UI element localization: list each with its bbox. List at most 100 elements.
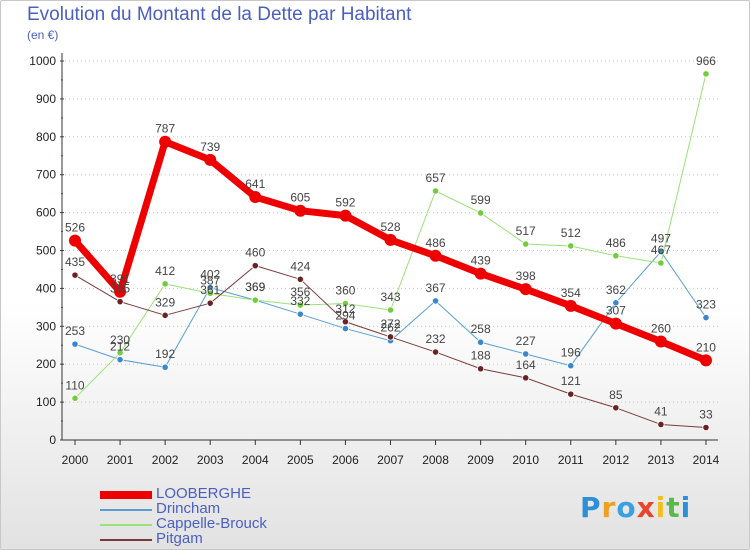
y-tick-label: 0 — [49, 433, 56, 447]
data-label: 121 — [561, 374, 581, 388]
data-label: 369 — [245, 280, 265, 294]
data-point — [522, 240, 530, 248]
data-label: 369 — [245, 280, 265, 294]
y-tick-label: 400 — [36, 281, 56, 295]
data-label: 230 — [110, 333, 130, 347]
x-tick-label: 2009 — [467, 453, 494, 467]
legend-swatch — [100, 509, 152, 511]
data-label: 787 — [155, 122, 175, 136]
data-label: 460 — [245, 246, 265, 260]
data-point — [206, 289, 214, 297]
x-tick-label: 2013 — [648, 453, 675, 467]
legend-label: Cappelle-Brouck — [156, 515, 267, 532]
x-tick-label: 2003 — [197, 453, 224, 467]
y-tick-label: 800 — [36, 130, 56, 144]
data-point — [702, 313, 710, 322]
data-label: 164 — [516, 358, 536, 372]
logo-letter: i — [655, 491, 667, 524]
y-tick-label: 500 — [36, 244, 56, 258]
legend-swatch — [100, 539, 152, 541]
data-label: 188 — [471, 349, 491, 363]
data-label: 362 — [606, 283, 626, 297]
data-label: 360 — [335, 284, 355, 298]
x-tick-label: 2012 — [602, 453, 629, 467]
data-label: 412 — [155, 264, 175, 278]
data-point — [294, 204, 307, 217]
data-point — [429, 249, 442, 262]
data-label: 435 — [65, 255, 85, 269]
data-point — [477, 338, 485, 346]
chart-subtitle: (en €) — [27, 28, 59, 42]
y-tick-label: 700 — [36, 168, 56, 182]
data-label: 356 — [290, 285, 310, 299]
data-label: 486 — [606, 236, 626, 250]
data-point — [654, 335, 667, 348]
data-point — [567, 362, 575, 370]
x-tick-label: 2005 — [287, 453, 314, 467]
data-label: 599 — [471, 193, 491, 207]
data-point — [251, 296, 259, 304]
data-label: 294 — [335, 309, 355, 323]
data-point — [612, 252, 620, 260]
data-label: 258 — [471, 322, 491, 336]
y-tick-label: 300 — [36, 319, 56, 333]
data-label: 361 — [200, 283, 220, 297]
data-point — [71, 271, 79, 279]
data-point — [296, 301, 304, 309]
x-tick-label: 2001 — [107, 453, 134, 467]
data-point — [249, 191, 262, 204]
x-tick-label: 2002 — [152, 453, 179, 467]
x-tick-label: 2007 — [377, 453, 404, 467]
data-point — [71, 394, 79, 402]
data-point — [702, 70, 710, 78]
data-point — [519, 283, 532, 296]
data-label: 212 — [110, 340, 130, 354]
data-label: 657 — [426, 171, 446, 185]
data-point — [612, 299, 620, 307]
series-group — [69, 70, 712, 432]
data-label: 966 — [696, 54, 716, 68]
data-point — [251, 262, 259, 270]
data-label: 391 — [110, 272, 130, 286]
logo-letter: P — [580, 491, 602, 524]
data-point — [341, 324, 350, 333]
data-label: 497 — [651, 232, 671, 246]
data-point — [699, 354, 712, 367]
data-label: 354 — [561, 286, 581, 300]
legend-swatch — [100, 491, 152, 499]
data-label: 232 — [426, 332, 446, 346]
data-label: 329 — [155, 295, 175, 309]
data-label: 486 — [426, 236, 446, 250]
data-point — [657, 420, 665, 429]
data-label: 110 — [65, 378, 84, 392]
data-label: 402 — [200, 268, 220, 282]
data-label: 641 — [245, 177, 265, 191]
data-label: 605 — [290, 191, 310, 205]
data-label: 467 — [651, 243, 671, 257]
y-tick-label: 600 — [36, 206, 56, 220]
data-label: 85 — [609, 388, 623, 402]
x-tick-label: 2014 — [693, 453, 720, 467]
data-point — [339, 209, 352, 222]
y-tick-label: 900 — [36, 92, 56, 106]
data-label: 210 — [696, 340, 716, 354]
data-point — [609, 317, 622, 330]
data-point — [71, 340, 79, 348]
data-point — [567, 242, 575, 250]
data-label: 332 — [290, 294, 310, 308]
data-point — [477, 209, 485, 217]
data-label: 196 — [561, 346, 581, 360]
data-point — [341, 318, 350, 326]
x-tick-label: 2010 — [512, 453, 539, 467]
data-point — [657, 259, 665, 267]
chart-title: Evolution du Montant de la Dette par Hab… — [27, 4, 412, 25]
data-label: 262 — [380, 321, 400, 335]
data-point — [564, 299, 577, 312]
data-point — [431, 297, 440, 305]
data-label: 41 — [654, 404, 668, 418]
data-label: 343 — [380, 290, 400, 304]
data-label: 272 — [380, 317, 400, 331]
data-point — [431, 187, 440, 195]
data-label: 739 — [200, 140, 220, 154]
